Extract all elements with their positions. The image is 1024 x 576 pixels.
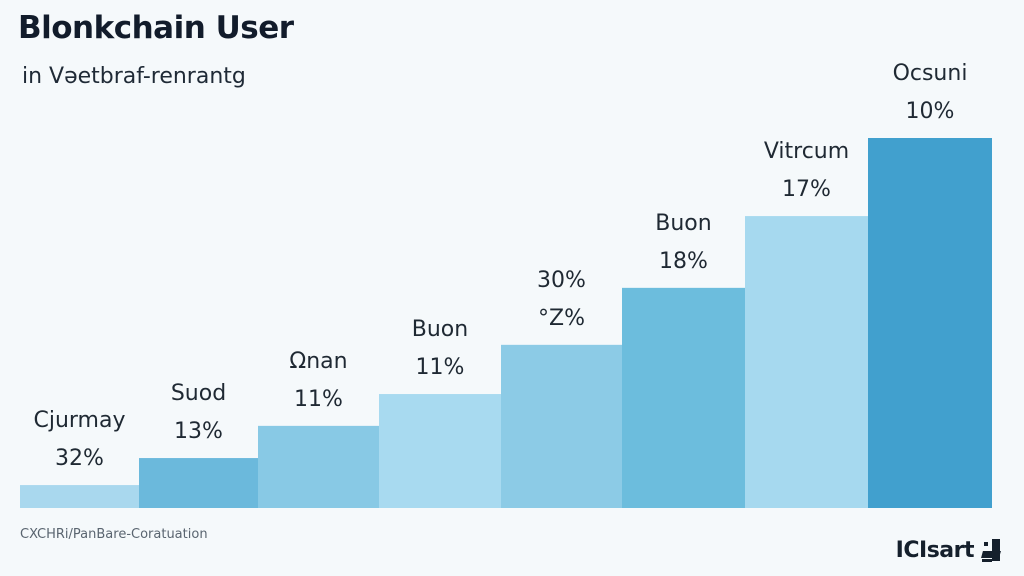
bar-6 [622, 287, 745, 508]
brand-name: ICIsart [895, 538, 975, 563]
bar-2-value-label: 13% [174, 419, 223, 444]
bar-1 [20, 485, 139, 508]
bar-1-name-label: Cjurmay [33, 408, 125, 433]
bar-6-value-label: 18% [659, 249, 708, 274]
bar-8-name-label: Ocsuni [893, 61, 968, 86]
bar-4-name-label: Buon [412, 317, 468, 342]
bar-7 [745, 216, 868, 508]
source-note: CXCHRi/PanBare-Coratuation [20, 527, 208, 542]
bar-7-value-label: 17% [782, 177, 831, 202]
bar-3 [258, 425, 379, 508]
bar-7-name-label: Vitrcum [764, 139, 849, 164]
bar-8-value-label: 10% [906, 99, 955, 124]
bar-4 [379, 394, 501, 508]
labels-group: Cjurmay 32% Suod 13% Ωnan 11% Buon 11% 30% °Z% Buo… [33, 61, 967, 471]
chart-title: Blonkchain User [18, 10, 294, 46]
bar-2 [139, 458, 258, 508]
bar-8 [868, 138, 992, 508]
bar-1-value-label: 32% [55, 446, 104, 471]
chart-subtitle: in Vǝetbraf-renrantg [22, 64, 246, 89]
bar-2-name-label: Suod [171, 381, 226, 406]
brand-logo: ICIsart [896, 538, 1002, 563]
bar-4-value-label: 11% [416, 355, 465, 380]
bar-5-name-label: 30% [537, 268, 586, 293]
brand-icon [980, 538, 1002, 563]
bar-5 [501, 344, 622, 508]
bar-3-name-label: Ωnan [289, 349, 347, 374]
bar-6-name-label: Buon [655, 211, 711, 236]
bar-5-value-label: °Z% [538, 306, 585, 331]
bar-3-value-label: 11% [294, 387, 343, 412]
bars-group [20, 138, 992, 508]
